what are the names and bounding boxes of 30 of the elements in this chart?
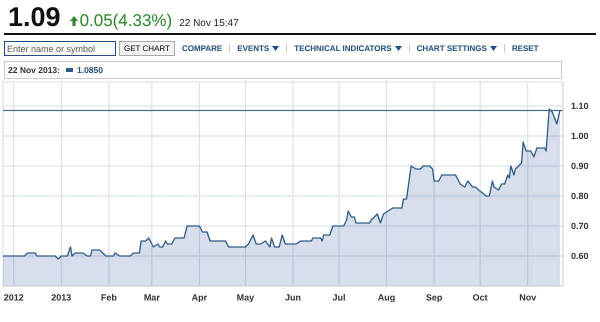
y-tick-label: 0.60 <box>571 251 589 262</box>
y-tick-label: 0.80 <box>571 191 589 202</box>
x-tick-label: Jun <box>284 292 301 302</box>
chart-title: 1.09 <box>8 2 61 33</box>
x-tick-label: 2013 <box>51 292 72 302</box>
x-tick-label: Jul <box>332 292 346 302</box>
text: 1.0850 <box>76 65 103 75</box>
text: RESET <box>510 44 540 53</box>
search-field: Enter name or symbol <box>4 41 116 56</box>
x-tick-label: Feb <box>100 292 118 302</box>
x-tick-label: Sep <box>426 292 443 302</box>
y-tick-label: 0.70 <box>571 221 589 232</box>
text: COMPARE <box>174 44 230 53</box>
text: 22 Nov 2013: <box>8 65 60 75</box>
text: CHART SETTINGS <box>410 44 505 53</box>
button: GET CHART <box>119 41 175 56</box>
text: 22 Nov 15:47 <box>179 18 239 29</box>
chart-subtitle: 0.05(4.33%) <box>80 11 172 31</box>
x-tick-label: Apr <box>192 292 208 302</box>
x-tick-label: Nov <box>519 292 536 302</box>
x-tick-label: Oct <box>472 292 488 302</box>
y-tick-label: 1.00 <box>571 131 589 142</box>
x-tick-label: Aug <box>378 292 396 302</box>
x-tick-label: Mar <box>144 292 160 302</box>
text: EVENTS <box>230 44 288 53</box>
x-tick-label: May <box>236 292 254 302</box>
text: TECHNICAL INDICATORS <box>287 44 410 53</box>
y-tick-label: 0.90 <box>571 161 589 172</box>
y-tick-label: 1.10 <box>571 101 589 112</box>
x-tick-label: 2012 <box>4 292 24 302</box>
